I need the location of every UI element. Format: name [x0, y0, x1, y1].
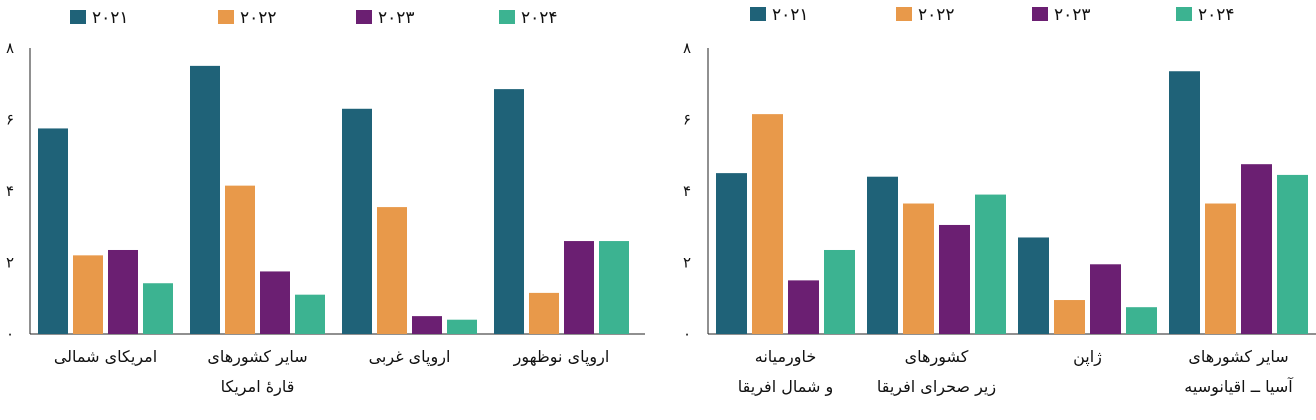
right-y-tick-label: ۸	[683, 39, 691, 57]
right-y-tick-label: ۴	[683, 182, 691, 200]
left-y-tick-label: ۶	[6, 111, 14, 129]
left-legend-swatch	[356, 10, 372, 24]
right-bar	[752, 114, 783, 334]
right-bar	[867, 176, 898, 334]
right-bar	[975, 194, 1006, 334]
left-bar	[38, 128, 68, 334]
right-bar	[1054, 300, 1085, 334]
right-category-label: خاورمیانه	[755, 347, 817, 367]
right-category-label: زیر صحرای افریقا	[877, 377, 996, 397]
left-category-label: امریکای شمالی	[54, 347, 157, 367]
left-bar	[190, 65, 220, 334]
right-bar	[716, 173, 747, 334]
right-bar	[1090, 264, 1121, 334]
right-bar	[788, 280, 819, 334]
right-bar	[1277, 174, 1308, 334]
right-y-tick-label: ۰	[683, 325, 691, 343]
left-y-tick-label: ۸	[6, 39, 14, 57]
right-bar	[903, 203, 934, 334]
left-bar	[529, 292, 559, 334]
right-category-label: کشورهای	[905, 347, 969, 367]
left-category-label: اروپای غربی	[369, 347, 451, 367]
right-bar	[1241, 164, 1272, 334]
right-bar	[1205, 203, 1236, 334]
left-legend-label: ۲۰۲۲	[240, 8, 277, 28]
left-y-tick-label: ۴	[6, 182, 14, 200]
left-legend-swatch	[70, 10, 86, 24]
left-category-label: اروپای نوظهور	[513, 347, 610, 367]
left-bar	[143, 283, 173, 334]
left-bar	[260, 271, 290, 334]
left-bar	[412, 316, 442, 334]
right-category-label: ژاپن	[1073, 347, 1102, 367]
left-legend-label: ۲۰۲۳	[378, 8, 415, 28]
left-legend-label: ۲۰۲۱	[92, 8, 129, 28]
left-bar	[377, 207, 407, 334]
right-bar	[1169, 71, 1200, 335]
right-category-label: و شمال افریقا	[738, 377, 833, 397]
right-y-tick-label: ۲	[683, 254, 691, 272]
right-legend-label: ۲۰۲۴	[1198, 5, 1235, 25]
right-y-tick-label: ۶	[683, 111, 691, 129]
left-legend-label: ۲۰۲۴	[521, 8, 558, 28]
left-legend-swatch	[499, 10, 515, 24]
right-legend-swatch	[896, 7, 912, 21]
left-y-tick-label: ۲	[6, 254, 14, 272]
left-bar	[225, 185, 255, 334]
right-bar	[824, 249, 855, 334]
right-bar	[1018, 237, 1049, 334]
left-bar	[494, 89, 524, 334]
right-legend-label: ۲۰۲۲	[918, 5, 955, 25]
left-bar	[295, 294, 325, 334]
right-legend-swatch	[750, 7, 766, 21]
left-bar	[342, 108, 372, 335]
right-legend-label: ۲۰۲۱	[772, 5, 809, 25]
left-category-label: قارهٔ امریکا	[221, 377, 295, 397]
left-bar	[447, 319, 477, 334]
right-bar	[939, 224, 970, 334]
right-legend-swatch	[1176, 7, 1192, 21]
left-bar	[108, 249, 138, 334]
left-y-tick-label: ۰	[6, 325, 14, 343]
right-legend-label: ۲۰۲۳	[1054, 5, 1091, 25]
left-category-label: سایر کشورهای	[207, 347, 307, 367]
left-bar	[599, 241, 629, 334]
right-category-label: آسیا ــ اقیانوسیه	[1184, 377, 1294, 397]
right-category-label: سایر کشورهای	[1188, 347, 1288, 367]
right-bar	[1126, 307, 1157, 334]
left-bar	[564, 241, 594, 334]
right-legend-swatch	[1032, 7, 1048, 21]
left-bar	[73, 255, 103, 334]
left-legend-swatch	[218, 10, 234, 24]
